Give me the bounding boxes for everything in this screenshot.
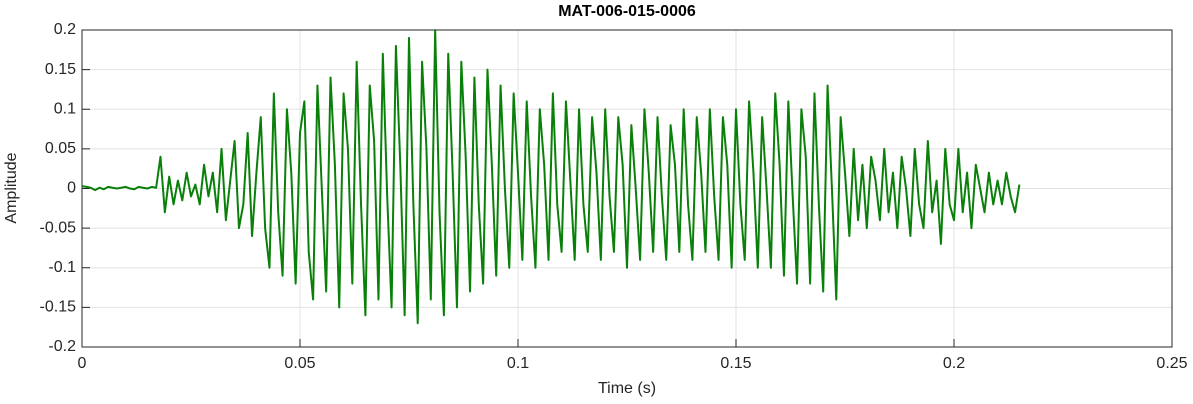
x-tick-label: 0.1	[507, 355, 529, 372]
y-tick-label: -0.1	[48, 259, 76, 276]
chart-title: MAT-006-015-0006	[558, 3, 696, 20]
y-tick-label: -0.05	[40, 219, 77, 236]
x-tick-label: 0	[78, 355, 87, 372]
x-tick-label: 0.05	[284, 355, 315, 372]
x-axis-label: Time (s)	[598, 380, 656, 397]
x-tick-label: 0.15	[720, 355, 751, 372]
y-axis-label: Amplitude	[3, 152, 20, 223]
y-tick-label: -0.2	[48, 338, 76, 355]
axes-box	[81, 29, 1173, 348]
y-tick-label: 0.05	[45, 140, 76, 157]
y-tick-label: 0.2	[54, 21, 76, 38]
y-tick-label: 0.15	[45, 61, 76, 78]
x-tick-label: 0.2	[943, 355, 965, 372]
y-tick-label: 0.1	[54, 100, 76, 117]
y-tick-label: 0	[67, 180, 76, 197]
waveform-line	[81, 29, 1021, 325]
x-tick-label: 0.25	[1156, 355, 1187, 372]
y-tick-label: -0.15	[40, 299, 77, 316]
